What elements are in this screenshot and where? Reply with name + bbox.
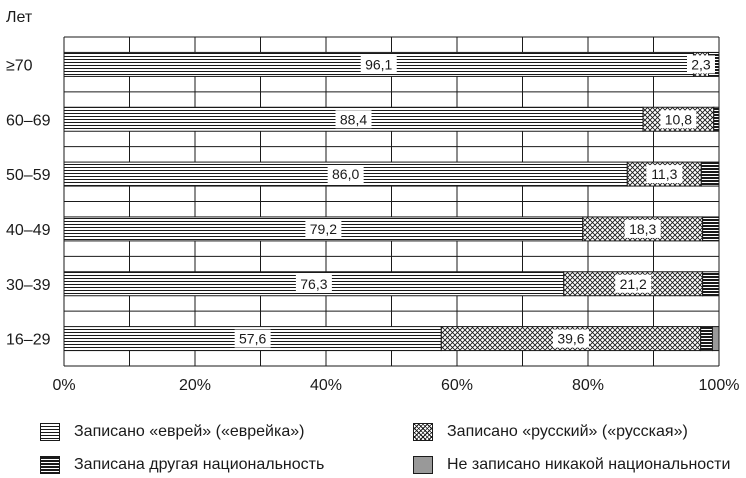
value-label-background bbox=[327, 165, 364, 184]
legend-label: Записано «русский» («русская») bbox=[447, 423, 688, 440]
grid-lines bbox=[63, 36, 720, 367]
value-label-background bbox=[552, 329, 589, 348]
category-label: 30–39 bbox=[6, 277, 51, 294]
y-axis-title: Лет bbox=[6, 9, 33, 26]
value-label-background bbox=[686, 55, 715, 74]
value-label: 96,1 bbox=[365, 56, 392, 72]
value-label-background bbox=[234, 329, 271, 348]
value-label-background bbox=[615, 274, 652, 293]
value-label-background bbox=[360, 55, 397, 74]
legend-swatch-none bbox=[413, 456, 433, 474]
legend-item-other: Записана другая национальность bbox=[40, 453, 324, 477]
value-label-background bbox=[624, 219, 661, 238]
value-label: 2,3 bbox=[691, 56, 711, 72]
category-label: 50–59 bbox=[6, 167, 51, 184]
legend-label: Записана другая национальность bbox=[74, 456, 325, 473]
legend-item-jewish: Записано «еврей» («еврейка») bbox=[40, 420, 304, 444]
legend-swatch-jewish bbox=[40, 423, 60, 441]
bar-segment-other bbox=[700, 161, 720, 187]
value-label-background bbox=[660, 110, 697, 129]
value-label-background bbox=[305, 219, 342, 238]
category-label: 40–49 bbox=[6, 222, 51, 239]
value-label: 11,3 bbox=[651, 166, 677, 182]
value-label-background bbox=[335, 110, 372, 129]
value-label: 10,8 bbox=[665, 111, 692, 127]
value-label-background bbox=[646, 165, 683, 184]
axes: ≥70 60–69 50–59 40–49 30–39 16–29 0% 20% 40% 60% 8… bbox=[6, 9, 739, 394]
legend-swatch-other bbox=[40, 456, 60, 474]
legend-label: Не записано никакой национальности bbox=[447, 456, 731, 473]
value-label-background bbox=[295, 274, 332, 293]
legend-item-none: Не записано никакой национальности bbox=[413, 453, 730, 477]
value-label: 88,4 bbox=[340, 111, 367, 127]
x-tick-label: 100% bbox=[699, 377, 740, 394]
x-tick-label: 60% bbox=[441, 377, 473, 394]
category-label: 16–29 bbox=[6, 332, 51, 349]
bar-segment-other bbox=[702, 216, 720, 242]
x-tick-label: 40% bbox=[310, 377, 342, 394]
value-labels: 96,1 2,3 88,4 10,8 86,0 11,3 79,2 18,3 76,3 21,2 5… bbox=[234, 55, 715, 348]
value-label: 76,3 bbox=[300, 276, 327, 292]
legend-swatch-russian bbox=[413, 423, 433, 441]
category-label: 60–69 bbox=[6, 112, 51, 129]
value-label: 18,3 bbox=[629, 221, 656, 237]
x-tick-label: 80% bbox=[572, 377, 604, 394]
value-label: 57,6 bbox=[239, 331, 266, 347]
bar-segment-other bbox=[702, 271, 720, 297]
value-label: 79,2 bbox=[310, 221, 337, 237]
category-label: ≥70 bbox=[6, 57, 33, 74]
value-label: 86,0 bbox=[332, 166, 359, 182]
x-tick-label: 20% bbox=[179, 377, 211, 394]
legend-item-russian: Записано «русский» («русская») bbox=[413, 420, 688, 444]
stacked-bar-chart: 96,1 2,3 88,4 10,8 86,0 11,3 79,2 18,3 76,3 21,2 5… bbox=[6, 9, 739, 394]
legend: Записано «еврей» («еврейка») Записано «р… bbox=[0, 408, 746, 478]
bar-segment-other bbox=[700, 326, 713, 352]
legend-label: Записано «еврей» («еврейка») bbox=[74, 423, 305, 440]
x-tick-label: 0% bbox=[52, 377, 75, 394]
value-label: 39,6 bbox=[557, 331, 584, 347]
bar-segment-none bbox=[711, 326, 720, 352]
bar-segment-other bbox=[713, 106, 720, 132]
value-label: 21,2 bbox=[620, 276, 647, 292]
